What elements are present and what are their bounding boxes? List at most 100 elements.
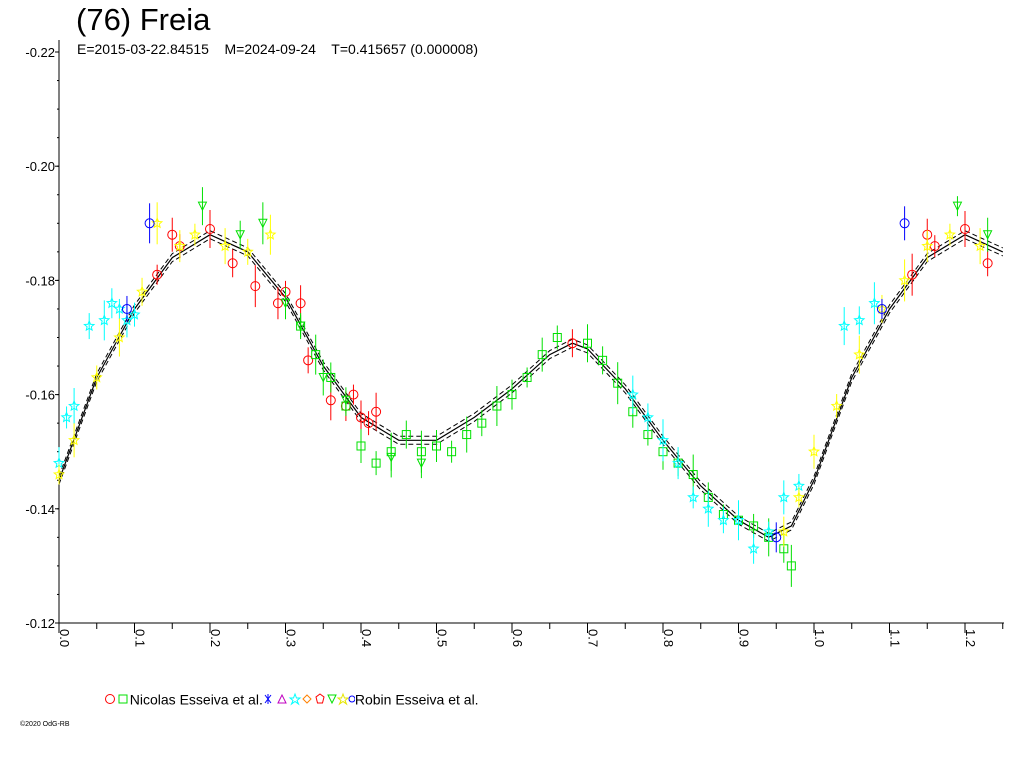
data-point (188, 228, 201, 240)
x-tick-label: 0.5 (435, 629, 450, 647)
data-point (960, 224, 970, 235)
y-tick-label: -0.22 (25, 45, 55, 60)
x-tick-label: 1.1 (888, 629, 903, 647)
data-point (144, 218, 155, 229)
data-point (583, 338, 592, 348)
fit-curve-lower (58, 238, 1004, 542)
data-point (235, 230, 246, 240)
data-point (60, 411, 73, 423)
data-point (641, 411, 654, 423)
data-point (272, 298, 283, 309)
data-point (128, 308, 141, 320)
data-point (477, 418, 487, 428)
data-point (792, 491, 805, 503)
data-point (219, 239, 232, 252)
x-tick-label: 0.1 (133, 629, 148, 647)
data-point (567, 338, 578, 349)
data-point (371, 458, 381, 468)
data-point (90, 371, 103, 383)
legend-label-group2: Robin Esseiva et al. (354, 691, 479, 708)
data-point (136, 285, 149, 297)
data-point (838, 319, 851, 332)
data-point (295, 298, 306, 309)
data-point (167, 229, 178, 240)
data-point (688, 470, 698, 480)
data-point (173, 239, 186, 252)
y-tick-label: -0.18 (25, 273, 55, 288)
data-point (416, 458, 427, 469)
data-point (120, 314, 133, 326)
data-point (807, 445, 821, 457)
data-point (853, 314, 866, 326)
modified-label: M=2024-09-24 (224, 41, 316, 57)
data-point (702, 502, 715, 514)
data-point (250, 281, 261, 292)
data-point (83, 319, 96, 332)
data-point (907, 269, 918, 280)
data-point (732, 513, 745, 526)
data-point (687, 491, 700, 503)
data-point (447, 447, 457, 457)
y-tick-label: -0.12 (25, 616, 55, 631)
data-point (121, 303, 132, 314)
data-point (356, 412, 366, 423)
data-point (747, 542, 760, 554)
data-point (348, 389, 359, 400)
data-point (552, 333, 562, 342)
data-point (264, 228, 277, 240)
x-tick-label: 0.9 (737, 629, 752, 647)
data-point (492, 401, 502, 411)
data-point (771, 532, 782, 543)
data-point (326, 372, 336, 382)
data-point (853, 348, 866, 360)
data-point (401, 430, 411, 440)
data-point (197, 201, 208, 212)
data-point (258, 218, 268, 229)
data-point (205, 224, 215, 235)
data-point (777, 491, 790, 503)
data-point (227, 258, 238, 269)
data-point (462, 430, 472, 440)
data-point (982, 258, 993, 269)
data-point (105, 296, 118, 309)
data-point (921, 239, 934, 252)
x-tick-label: 1.2 (963, 629, 978, 647)
data-point (280, 298, 291, 309)
data-point (68, 433, 81, 446)
fit-curve-upper (58, 230, 1004, 534)
y-tick-label: -0.14 (25, 502, 55, 517)
data-point (868, 296, 881, 309)
data-point (152, 269, 163, 280)
copyright-note: ©2020 OdG-RB (20, 721, 70, 728)
fit-curve (58, 234, 1004, 538)
data-point (371, 406, 382, 417)
legend-markers-group2 (264, 692, 356, 706)
data-point (341, 395, 351, 406)
data-point (52, 468, 66, 480)
axes: -0.22 -0.20 -0.18 -0.16 -0.14 -0.120.0 0.1 0.2 0… (25, 40, 1004, 647)
data-point (311, 350, 321, 360)
data-point (241, 245, 254, 257)
legend-markers-group1 (104, 694, 128, 705)
data-point (717, 513, 730, 526)
data-point (982, 230, 993, 240)
data-point (777, 525, 790, 537)
data-point (656, 433, 670, 446)
legend: Nicolas Esseiva et al. Robin Esseiva et … (96, 674, 479, 707)
data-point (899, 218, 910, 229)
x-tick-label: 0.7 (586, 629, 601, 647)
data-point (325, 395, 336, 406)
data-point (507, 390, 517, 400)
data-point (672, 456, 685, 469)
data-point (749, 521, 759, 531)
data-point (386, 452, 397, 463)
data-point (68, 399, 81, 412)
x-tick-label: 0.6 (510, 629, 525, 647)
x-tick-label: 1.0 (812, 629, 827, 647)
data-point (598, 355, 608, 365)
data-point (974, 239, 987, 252)
data-point (432, 441, 441, 451)
data-point (898, 274, 911, 286)
data-point (113, 331, 126, 343)
